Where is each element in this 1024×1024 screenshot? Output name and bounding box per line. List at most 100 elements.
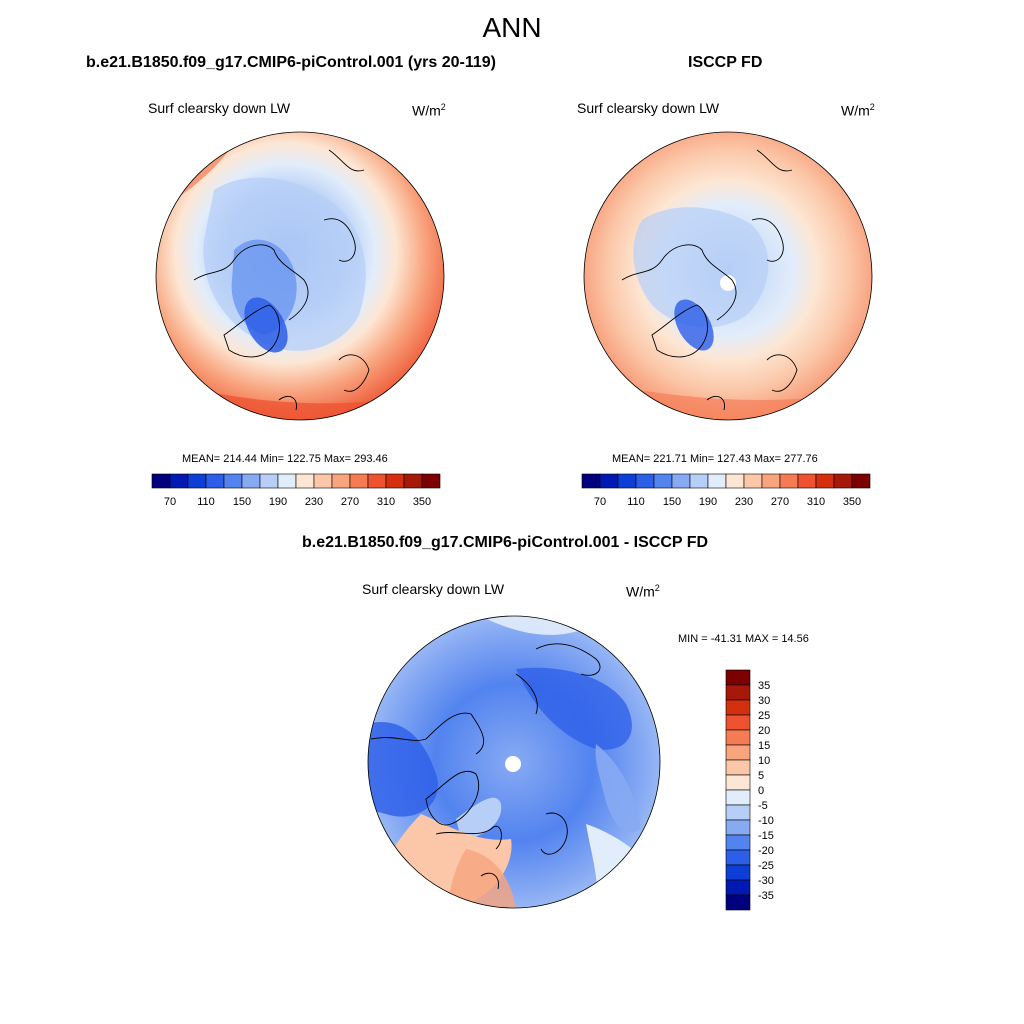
diff-colorbar: 35 30 25 20 15 10 5 0 -5 -10 -15 -20 -25 -30 -35 [725, 669, 774, 911]
diff-colorbar-cell [725, 744, 751, 761]
diff-colorbar-cell [725, 714, 751, 731]
obs-units-label: W/m2 [841, 102, 875, 119]
model-colorbar-cell [187, 473, 207, 489]
diff-colorbar-tick-label: -15 [758, 830, 774, 842]
model-colorbar-tick-label: 150 [233, 496, 251, 508]
model-colorbar: 70 110 150 190 230 270 310 350 [151, 473, 441, 508]
obs-colorbar-tick-label: 150 [663, 496, 681, 508]
diff-variable-label: Surf clearsky down LW [362, 581, 505, 597]
diff-case-title: b.e21.B1850.f09_g17.CMIP6-piControl.001 … [302, 534, 709, 551]
model-colorbar-cell [313, 473, 333, 489]
diff-units-label: W/m2 [626, 583, 660, 600]
obs-colorbar-cell [779, 473, 799, 489]
obs-colorbar-cell [833, 473, 853, 489]
diff-colorbar-cell [725, 879, 751, 896]
model-colorbar-cell [277, 473, 297, 489]
diff-colorbar-tick-label: -5 [758, 800, 768, 812]
model-colorbar-tick-label: 70 [164, 496, 176, 508]
model-units-label: W/m2 [412, 102, 446, 119]
diff-colorbar-cell [725, 864, 751, 881]
model-stats: MEAN= 214.44 Min= 122.75 Max= 293.46 [182, 453, 388, 465]
obs-colorbar-cell [689, 473, 709, 489]
obs-missing-pole [720, 275, 736, 291]
obs-colorbar-cell [707, 473, 727, 489]
obs-coastlines [621, 149, 798, 411]
model-colorbar-cell [241, 473, 261, 489]
diff-colorbar-cell [725, 759, 751, 776]
model-variable-label: Surf clearsky down LW [148, 100, 291, 116]
model-colorbar-cell [223, 473, 243, 489]
diff-colorbar-cell [725, 699, 751, 716]
model-colorbar-cell [403, 473, 423, 489]
obs-colorbar-tick-label: 110 [627, 496, 645, 508]
model-colorbar-cell [331, 473, 351, 489]
obs-colorbar-tick-label: 230 [735, 496, 753, 508]
diff-missing-pole [505, 756, 521, 772]
obs-colorbar: 70 110 150 190 230 270 310 350 [581, 473, 871, 508]
diff-colorbar-tick-label: 10 [758, 755, 770, 767]
diff-colorbar-tick-label: 0 [758, 785, 764, 797]
model-colorbar-cell [169, 473, 189, 489]
diff-colorbar-cell [725, 834, 751, 851]
diff-polar-map [367, 615, 661, 909]
diff-colorbar-cell [725, 894, 751, 911]
page-title: ANN [482, 12, 542, 43]
diff-colorbar-cell [725, 849, 751, 866]
obs-colorbar-cell [743, 473, 763, 489]
model-colorbar-cell [349, 473, 369, 489]
diff-colorbar-tick-label: 35 [758, 680, 770, 692]
model-polar-map [155, 131, 445, 421]
diff-stats: MIN = -41.31 MAX = 14.56 [678, 633, 809, 645]
obs-polar-map [583, 131, 873, 421]
model-coastlines [193, 149, 370, 411]
diff-colorbar-cell [725, 804, 751, 821]
diff-colorbar-cell [725, 729, 751, 746]
obs-variable-label: Surf clearsky down LW [577, 100, 720, 116]
obs-colorbar-tick-label: 70 [594, 496, 606, 508]
obs-colorbar-tick-label: 310 [807, 496, 825, 508]
obs-colorbar-cell [671, 473, 691, 489]
diff-colorbar-cell [725, 669, 751, 686]
diff-colorbar-tick-label: -10 [758, 815, 774, 827]
model-colorbar-cell [367, 473, 387, 489]
model-colorbar-cell [205, 473, 225, 489]
model-colorbar-cell [385, 473, 405, 489]
model-colorbar-tick-label: 230 [305, 496, 323, 508]
model-colorbar-tick-label: 350 [413, 496, 431, 508]
model-colorbar-tick-label: 110 [197, 496, 215, 508]
model-colorbar-cell [295, 473, 315, 489]
obs-colorbar-cell [581, 473, 601, 489]
diff-colorbar-cell [725, 819, 751, 836]
obs-colorbar-cell [653, 473, 673, 489]
obs-colorbar-cell [761, 473, 781, 489]
obs-colorbar-cell [815, 473, 835, 489]
model-colorbar-cell [259, 473, 279, 489]
diff-colorbar-tick-label: -30 [758, 875, 774, 887]
model-colorbar-cell [421, 473, 441, 489]
diff-colorbar-tick-label: 25 [758, 710, 770, 722]
model-case-title: b.e21.B1850.f09_g17.CMIP6-piControl.001 … [86, 54, 496, 71]
diff-colorbar-tick-label: 30 [758, 695, 770, 707]
obs-stats: MEAN= 221.71 Min= 127.43 Max= 277.76 [612, 453, 818, 465]
diff-colorbar-tick-label: -20 [758, 845, 774, 857]
obs-colorbar-tick-label: 270 [771, 496, 789, 508]
diff-coastlines [370, 643, 601, 890]
model-colorbar-tick-label: 310 [377, 496, 395, 508]
obs-colorbar-cell [725, 473, 745, 489]
diff-colorbar-cell [725, 789, 751, 806]
diff-colorbar-tick-label: 5 [758, 770, 764, 782]
diff-colorbar-tick-label: -35 [758, 890, 774, 902]
model-colorbar-cell [151, 473, 171, 489]
obs-colorbar-cell [599, 473, 619, 489]
obs-colorbar-cell [635, 473, 655, 489]
obs-colorbar-tick-label: 350 [843, 496, 861, 508]
obs-colorbar-cell [851, 473, 871, 489]
diff-colorbar-tick-label: -25 [758, 860, 774, 872]
diff-colorbar-cell [725, 774, 751, 791]
obs-colorbar-tick-label: 190 [699, 496, 717, 508]
diff-colorbar-tick-label: 15 [758, 740, 770, 752]
model-colorbar-tick-label: 190 [269, 496, 287, 508]
obs-colorbar-cell [617, 473, 637, 489]
obs-case-title: ISCCP FD [688, 54, 763, 71]
model-colorbar-tick-label: 270 [341, 496, 359, 508]
